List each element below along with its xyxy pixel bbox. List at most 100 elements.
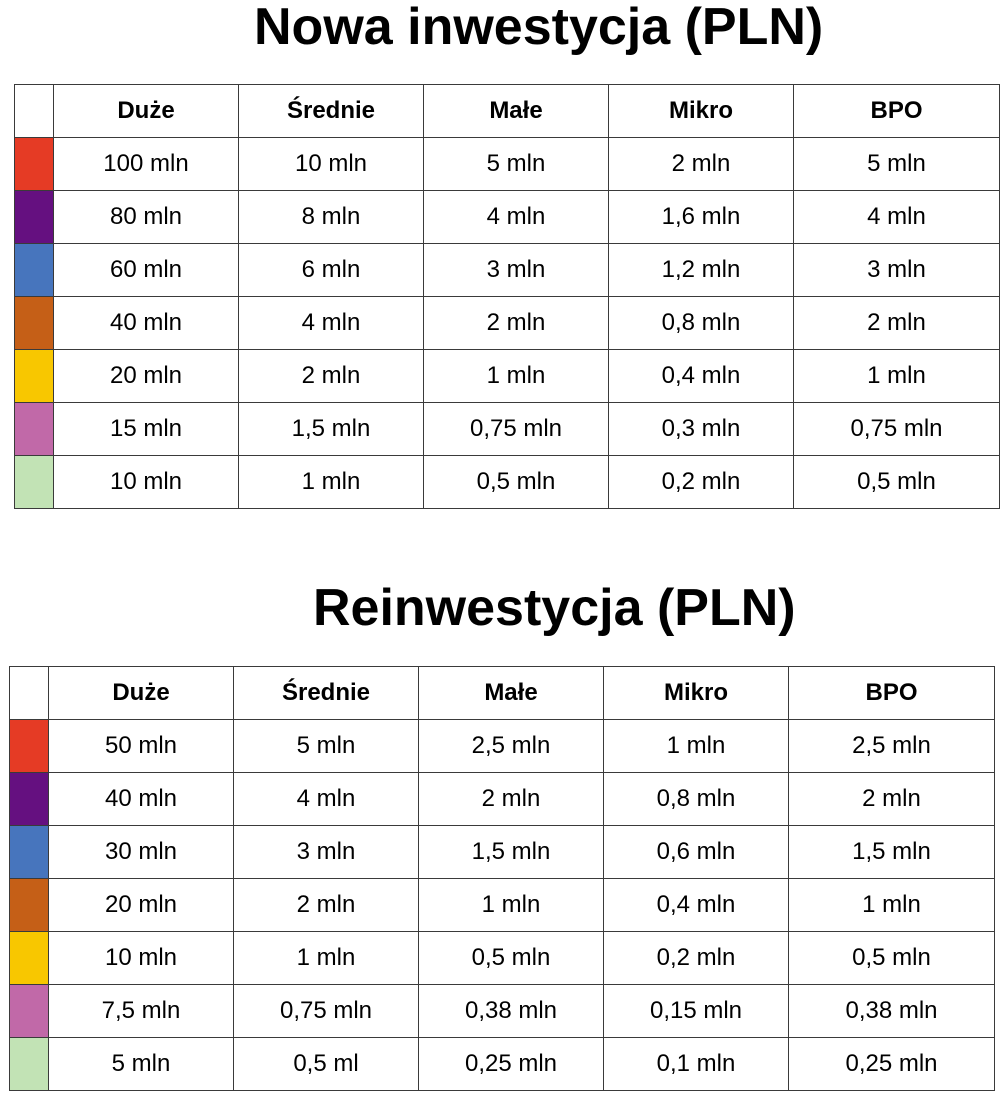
table-cell: 50 mln xyxy=(48,719,234,773)
table-cell: 1 mln xyxy=(423,349,609,403)
color-swatch xyxy=(14,243,54,297)
color-swatch xyxy=(9,825,49,879)
table-cell: 0,5 mln xyxy=(793,455,1000,509)
table-cell: 80 mln xyxy=(53,190,239,244)
table-cell: 3 mln xyxy=(793,243,1000,297)
reinvestment-table: Duże Średnie Małe Mikro BPO 50 mln 5 mln 2… xyxy=(9,666,995,1091)
table-cell: 2 mln xyxy=(788,772,995,826)
table-row: 15 mln 1,5 mln 0,75 mln 0,3 mln 0,75 mln xyxy=(14,402,1000,456)
table-cell: 0,6 mln xyxy=(603,825,789,879)
table-cell: 1,5 mln xyxy=(418,825,604,879)
column-header: Małe xyxy=(418,666,604,720)
color-swatch xyxy=(9,772,49,826)
table-cell: 2,5 mln xyxy=(418,719,604,773)
table-row: 20 mln 2 mln 1 mln 0,4 mln 1 mln xyxy=(9,878,995,932)
table-cell: 0,5 mln xyxy=(788,931,995,985)
table-cell: 2,5 mln xyxy=(788,719,995,773)
color-swatch xyxy=(14,137,54,191)
table-cell: 5 mln xyxy=(48,1037,234,1091)
column-header: Duże xyxy=(53,84,239,138)
table-cell: 6 mln xyxy=(238,243,424,297)
table-cell: 1,2 mln xyxy=(608,243,794,297)
color-swatch xyxy=(9,931,49,985)
table-row: 20 mln 2 mln 1 mln 0,4 mln 1 mln xyxy=(14,349,1000,403)
table-row: 40 mln 4 mln 2 mln 0,8 mln 2 mln xyxy=(9,772,995,826)
table-cell: 2 mln xyxy=(233,878,419,932)
table-cell: 40 mln xyxy=(48,772,234,826)
table-cell: 5 mln xyxy=(423,137,609,191)
color-swatch xyxy=(9,878,49,932)
table-cell: 30 mln xyxy=(48,825,234,879)
table-cell: 1,5 mln xyxy=(788,825,995,879)
column-header: Średnie xyxy=(238,84,424,138)
section-title-reinvestment: Reinwestycja (PLN) xyxy=(313,579,796,637)
table-cell: 15 mln xyxy=(53,402,239,456)
column-header: Mikro xyxy=(608,84,794,138)
table-header-row: Duże Średnie Małe Mikro BPO xyxy=(14,84,1000,138)
color-swatch xyxy=(9,1037,49,1091)
table-row: 40 mln 4 mln 2 mln 0,8 mln 2 mln xyxy=(14,296,1000,350)
table-cell: 0,38 mln xyxy=(418,984,604,1038)
table-cell: 10 mln xyxy=(238,137,424,191)
table-cell: 0,4 mln xyxy=(603,878,789,932)
table-cell: 1,5 mln xyxy=(238,402,424,456)
column-header: Duże xyxy=(48,666,234,720)
table-row: 80 mln 8 mln 4 mln 1,6 mln 4 mln xyxy=(14,190,1000,244)
table-cell: 0,75 mln xyxy=(233,984,419,1038)
table-cell: 2 mln xyxy=(608,137,794,191)
color-swatch xyxy=(14,349,54,403)
color-swatch xyxy=(14,402,54,456)
table-cell: 2 mln xyxy=(793,296,1000,350)
table-cell: 4 mln xyxy=(793,190,1000,244)
table-cell: 10 mln xyxy=(53,455,239,509)
color-swatch xyxy=(9,719,49,773)
column-header: BPO xyxy=(788,666,995,720)
table-cell: 100 mln xyxy=(53,137,239,191)
table-cell: 0,8 mln xyxy=(608,296,794,350)
table-cell: 0,2 mln xyxy=(608,455,794,509)
table-cell: 0,8 mln xyxy=(603,772,789,826)
table-cell: 0,3 mln xyxy=(608,402,794,456)
color-swatch xyxy=(14,455,54,509)
table-cell: 1 mln xyxy=(793,349,1000,403)
table-cell: 8 mln xyxy=(238,190,424,244)
table-cell: 10 mln xyxy=(48,931,234,985)
table-cell: 5 mln xyxy=(793,137,1000,191)
table-cell: 4 mln xyxy=(238,296,424,350)
section-title-new-investment: Nowa inwestycja (PLN) xyxy=(254,0,824,56)
table-row: 30 mln 3 mln 1,5 mln 0,6 mln 1,5 mln xyxy=(9,825,995,879)
table-cell: 0,15 mln xyxy=(603,984,789,1038)
new-investment-table: Duże Średnie Małe Mikro BPO 100 mln 10 ml… xyxy=(14,84,1000,509)
table-cell: 0,5 mln xyxy=(423,455,609,509)
table-cell: 1 mln xyxy=(238,455,424,509)
table-cell: 1,6 mln xyxy=(608,190,794,244)
table-cell: 0,2 mln xyxy=(603,931,789,985)
table-row: 10 mln 1 mln 0,5 mln 0,2 mln 0,5 mln xyxy=(14,455,1000,509)
column-header: Małe xyxy=(423,84,609,138)
table-cell: 4 mln xyxy=(233,772,419,826)
color-swatch xyxy=(14,190,54,244)
color-swatch xyxy=(9,984,49,1038)
table-cell: 2 mln xyxy=(238,349,424,403)
column-header: BPO xyxy=(793,84,1000,138)
table-row: 100 mln 10 mln 5 mln 2 mln 5 mln xyxy=(14,137,1000,191)
table-cell: 3 mln xyxy=(233,825,419,879)
swatch-header-cell xyxy=(9,666,49,720)
color-swatch xyxy=(14,296,54,350)
table-cell: 7,5 mln xyxy=(48,984,234,1038)
table-cell: 3 mln xyxy=(423,243,609,297)
table-cell: 1 mln xyxy=(788,878,995,932)
table-cell: 0,5 mln xyxy=(418,931,604,985)
table-row: 5 mln 0,5 ml 0,25 mln 0,1 mln 0,25 mln xyxy=(9,1037,995,1091)
table-cell: 0,1 mln xyxy=(603,1037,789,1091)
table-header-row: Duże Średnie Małe Mikro BPO xyxy=(9,666,995,720)
table-cell: 60 mln xyxy=(53,243,239,297)
table-cell: 1 mln xyxy=(233,931,419,985)
column-header: Średnie xyxy=(233,666,419,720)
table-cell: 2 mln xyxy=(418,772,604,826)
table-cell: 20 mln xyxy=(53,349,239,403)
table-cell: 5 mln xyxy=(233,719,419,773)
table-cell: 0,4 mln xyxy=(608,349,794,403)
table-cell: 0,75 mln xyxy=(793,402,1000,456)
table-cell: 0,38 mln xyxy=(788,984,995,1038)
